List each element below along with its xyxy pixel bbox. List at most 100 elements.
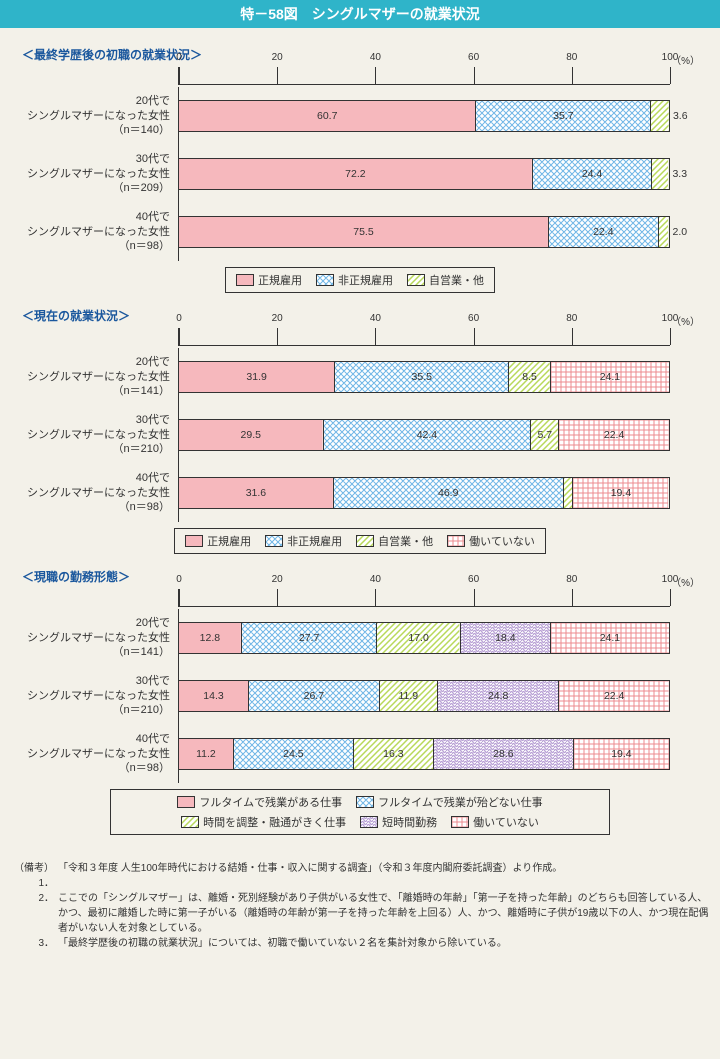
- legend-item: 時間を調整・融通がきく仕事: [181, 814, 346, 830]
- bar-row: 75.5 22.4 2.0: [178, 203, 670, 261]
- bar-segment: 24.1: [551, 623, 669, 653]
- bar-segment: 60.7: [179, 101, 476, 131]
- bar-segment: 24.5: [234, 739, 354, 769]
- row-label: 40代でシングルマザーになった女性（n＝98）: [18, 464, 178, 522]
- section-title: ＜最終学歴後の初職の就業状況＞: [22, 46, 702, 63]
- axis-tick-label: 20: [272, 52, 283, 63]
- bar-row: 60.7 35.7 3.6: [178, 87, 670, 145]
- legend-swatch: [356, 535, 374, 547]
- row-label: 20代でシングルマザーになった女性（n＝140）: [18, 87, 178, 145]
- legend-item: 働いていない: [447, 533, 535, 549]
- segment-value: 3.6: [673, 110, 688, 122]
- axis-tick-label: 20: [272, 313, 283, 324]
- legend-item: フルタイムで残業がある仕事: [177, 794, 342, 810]
- bar-segment: 22.4: [559, 681, 669, 711]
- bar-segment: 2.0: [564, 478, 574, 508]
- axis-tick-label: 80: [566, 574, 577, 585]
- bar-segment: 24.4: [533, 159, 653, 189]
- segment-value: 19.4: [611, 748, 631, 760]
- segment-value: 24.1: [600, 371, 620, 383]
- x-axis: 020406080100（%）: [178, 67, 670, 85]
- bar-segment: 24.8: [438, 681, 559, 711]
- legend-swatch: [356, 796, 374, 808]
- bar-row: 72.2 24.4 3.3: [178, 145, 670, 203]
- axis-tick-label: 60: [468, 52, 479, 63]
- row-label: 20代でシングルマザーになった女性（n＝141）: [18, 348, 178, 406]
- legend-swatch: [236, 274, 254, 286]
- segment-value: 46.9: [438, 487, 458, 499]
- axis-unit: （%）: [671, 574, 700, 589]
- segment-value: 24.5: [283, 748, 303, 760]
- segment-value: 17.0: [408, 632, 428, 644]
- bar-segment: 5.7: [531, 420, 559, 450]
- bar-segment: 16.3: [354, 739, 434, 769]
- segment-value: 14.3: [203, 690, 223, 702]
- axis-tick-label: 80: [566, 52, 577, 63]
- label-column: 20代でシングルマザーになった女性（n＝141） 30代でシングルマザーになった…: [18, 589, 178, 783]
- axis-tick-label: 40: [370, 574, 381, 585]
- legend-item: 非正規雇用: [316, 272, 393, 288]
- bar-row: 14.3 26.7 11.9 24.8 22.4: [178, 667, 670, 725]
- legend-label: 自営業・他: [378, 533, 433, 549]
- segment-value: 35.5: [412, 371, 432, 383]
- bar-segment: 27.7: [242, 623, 378, 653]
- page-body: ＜最終学歴後の初職の就業状況＞ 20代でシングルマザーになった女性（n＝140）…: [0, 28, 720, 857]
- legend: 正規雇用 非正規雇用 自営業・他: [225, 267, 495, 293]
- segment-value: 19.4: [611, 487, 631, 499]
- legend-label: フルタイムで残業がある仕事: [199, 794, 342, 810]
- legend-swatch: [181, 816, 199, 828]
- bar-segment: 2.0: [659, 217, 669, 247]
- legend: 正規雇用 非正規雇用 自営業・他 働いていない: [174, 528, 546, 554]
- segment-value: 2.0: [672, 226, 687, 238]
- segment-value: 60.7: [317, 110, 337, 122]
- bar-segment: 35.5: [335, 362, 509, 392]
- bar-segment: 12.8: [179, 623, 242, 653]
- label-column: 20代でシングルマザーになった女性（n＝140） 30代でシングルマザーになった…: [18, 67, 178, 261]
- row-label: 20代でシングルマザーになった女性（n＝141）: [18, 609, 178, 667]
- footnotes: （備考）1．「令和３年度 人生100年時代における結婚・仕事・収入に関する調査」…: [0, 857, 720, 957]
- plot-column: 020406080100（%） 60.7 35.7 3.6 72.2 24.4 …: [178, 67, 702, 261]
- bar-segment: 42.4: [324, 420, 532, 450]
- bar-row: 31.6 46.9 2.0 19.4: [178, 464, 670, 522]
- bar-row: 29.5 42.4 5.7 22.4: [178, 406, 670, 464]
- segment-value: 22.4: [604, 690, 624, 702]
- legend-swatch: [316, 274, 334, 286]
- bar-segment: 17.0: [377, 623, 460, 653]
- legend-label: 短時間勤務: [382, 814, 437, 830]
- segment-value: 35.7: [553, 110, 573, 122]
- plot-column: 020406080100（%） 12.8 27.7 17.0 18.4 24.1…: [178, 589, 702, 783]
- legend-swatch: [265, 535, 283, 547]
- legend-item: 正規雇用: [236, 272, 302, 288]
- segment-value: 11.9: [398, 690, 418, 702]
- bar-segment: 11.9: [380, 681, 438, 711]
- row-label: 40代でシングルマザーになった女性（n＝98）: [18, 203, 178, 261]
- segment-value: 75.5: [353, 226, 373, 238]
- legend-item: 正規雇用: [185, 533, 251, 549]
- legend-swatch: [447, 535, 465, 547]
- section-title: ＜現在の就業状況＞: [22, 307, 702, 324]
- segment-value: 29.5: [241, 429, 261, 441]
- segment-value: 24.1: [600, 632, 620, 644]
- chart: 20代でシングルマザーになった女性（n＝141） 30代でシングルマザーになった…: [18, 328, 702, 522]
- segment-value: 18.4: [495, 632, 515, 644]
- axis-unit: （%）: [671, 313, 700, 328]
- plot-column: 020406080100（%） 31.9 35.5 8.5 24.1 29.5 …: [178, 328, 702, 522]
- bar-segment: 11.2: [179, 739, 234, 769]
- axis-tick-label: 40: [370, 313, 381, 324]
- axis-tick-label: 40: [370, 52, 381, 63]
- figure-title: 特－58図 シングルマザーの就業状況: [0, 0, 720, 28]
- bar-row: 11.2 24.5 16.3 28.6 19.4: [178, 725, 670, 783]
- x-axis: 020406080100（%）: [178, 589, 670, 607]
- axis-tick-label: 80: [566, 313, 577, 324]
- legend-swatch: [407, 274, 425, 286]
- legend-label: 非正規雇用: [338, 272, 393, 288]
- row-label: 30代でシングルマザーになった女性（n＝210）: [18, 406, 178, 464]
- segment-value: 5.7: [537, 429, 552, 441]
- x-axis: 020406080100（%）: [178, 328, 670, 346]
- segment-value: 8.5: [522, 371, 537, 383]
- legend-label: 非正規雇用: [287, 533, 342, 549]
- legend-label: 働いていない: [473, 814, 539, 830]
- bar-row: 31.9 35.5 8.5 24.1: [178, 348, 670, 406]
- segment-value: 24.8: [488, 690, 508, 702]
- segment-value: 31.9: [246, 371, 266, 383]
